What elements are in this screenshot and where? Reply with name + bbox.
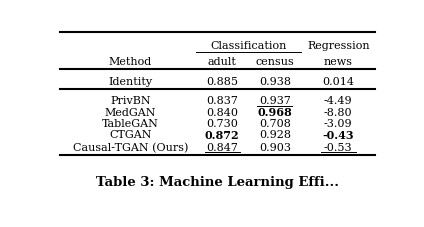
Text: TableGAN: TableGAN (102, 118, 159, 128)
Text: -3.09: -3.09 (324, 118, 352, 128)
Text: 0.840: 0.840 (206, 107, 238, 117)
Text: CTGAN: CTGAN (109, 130, 151, 140)
Text: adult: adult (208, 57, 237, 67)
Text: 0.730: 0.730 (206, 118, 238, 128)
Text: 0.837: 0.837 (206, 96, 238, 106)
Text: 0.708: 0.708 (259, 118, 291, 128)
Text: 0.903: 0.903 (259, 142, 291, 152)
Text: PrivBN: PrivBN (110, 96, 151, 106)
Text: 0.937: 0.937 (259, 96, 291, 106)
Text: Regression: Regression (307, 41, 370, 51)
Text: 0.847: 0.847 (206, 142, 238, 152)
Text: -4.49: -4.49 (324, 96, 352, 106)
Text: MedGAN: MedGAN (104, 107, 156, 117)
Text: -8.80: -8.80 (324, 107, 352, 117)
Text: -0.43: -0.43 (322, 129, 354, 140)
Text: -0.53: -0.53 (324, 142, 352, 152)
Text: Causal-TGAN (Ours): Causal-TGAN (Ours) (73, 142, 188, 152)
Text: Identity: Identity (108, 76, 152, 86)
Text: 0.928: 0.928 (259, 130, 291, 140)
Text: Table 3: Machine Learning Effi...: Table 3: Machine Learning Effi... (96, 175, 339, 188)
Text: 0.885: 0.885 (206, 76, 238, 86)
Text: Method: Method (109, 57, 152, 67)
Text: 0.014: 0.014 (322, 76, 354, 86)
Text: 0.938: 0.938 (259, 76, 291, 86)
Text: 0.872: 0.872 (205, 129, 240, 140)
Text: Classification: Classification (210, 41, 287, 51)
Text: news: news (324, 57, 353, 67)
Text: 0.968: 0.968 (257, 106, 292, 118)
Text: census: census (255, 57, 294, 67)
